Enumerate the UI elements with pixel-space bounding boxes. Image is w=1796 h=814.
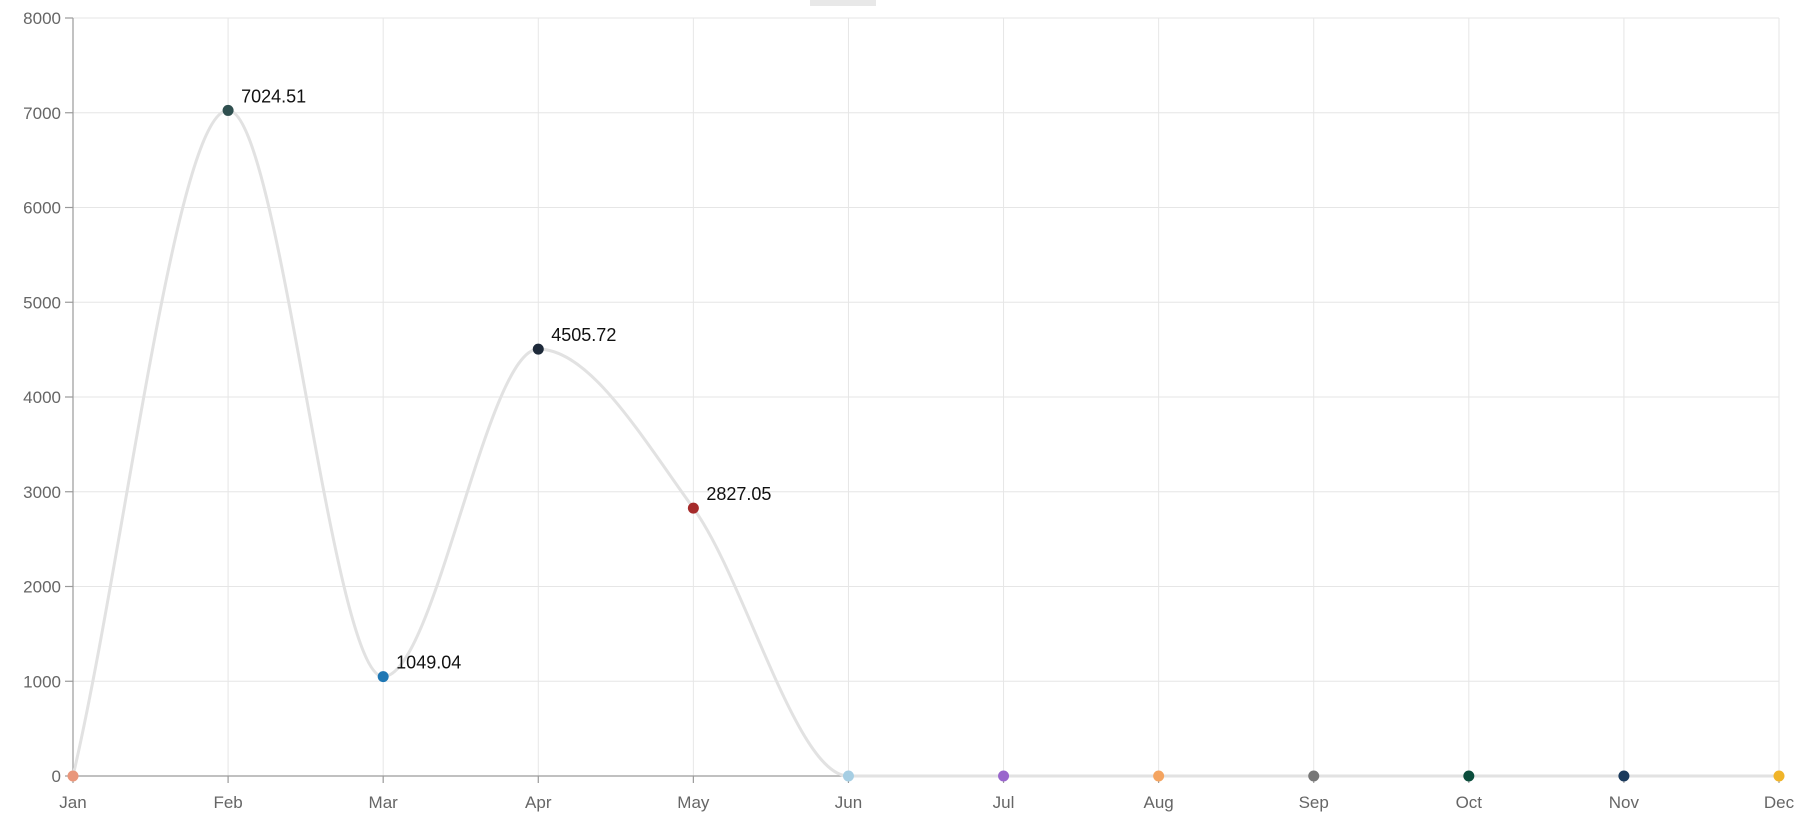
data-labels: 7024.51 1049.04 4505.72 2827.05 <box>241 86 771 672</box>
x-tick-label: Jun <box>835 793 862 812</box>
series-line <box>71 108 1779 778</box>
y-tick-label: 2000 <box>23 578 61 597</box>
y-tick-labels: 0 1000 2000 3000 4000 5000 6000 7000 8000 <box>23 9 61 786</box>
x-tick-label: Feb <box>213 793 242 812</box>
series-points <box>67 104 1785 782</box>
x-tick-labels: Jan Feb Mar Apr May Jun Jul Aug Sep Oct Nov Dec <box>59 793 1794 812</box>
data-point <box>67 770 79 782</box>
data-point <box>1153 770 1165 782</box>
x-tick-label: Oct <box>1456 793 1483 812</box>
x-tick-label: Apr <box>525 793 552 812</box>
x-tick-label: Mar <box>369 793 399 812</box>
data-point <box>998 770 1010 782</box>
data-label: 2827.05 <box>706 484 771 504</box>
data-point <box>222 104 234 116</box>
y-tick-label: 0 <box>52 767 61 786</box>
data-label: 4505.72 <box>551 325 616 345</box>
data-point <box>532 343 544 355</box>
x-tick-label: Dec <box>1764 793 1795 812</box>
data-label: 7024.51 <box>241 86 306 106</box>
x-tick-label: Jan <box>59 793 86 812</box>
y-tick-label: 5000 <box>23 293 61 312</box>
y-tick-label: 4000 <box>23 388 61 407</box>
y-tick-label: 8000 <box>23 9 61 28</box>
legend-swatch <box>810 0 876 6</box>
y-tick-label: 1000 <box>23 672 61 691</box>
data-point <box>377 671 389 683</box>
x-tick-label: Jul <box>993 793 1015 812</box>
x-tick-label: Sep <box>1299 793 1329 812</box>
data-point <box>1773 770 1785 782</box>
data-point <box>1618 770 1630 782</box>
grid <box>65 17 1780 783</box>
y-tick-label: 6000 <box>23 199 61 218</box>
data-point <box>1463 770 1475 782</box>
data-label: 1049.04 <box>396 653 461 673</box>
y-tick-label: 7000 <box>23 104 61 123</box>
x-tick-label: May <box>677 793 710 812</box>
x-tick-label: Aug <box>1144 793 1174 812</box>
x-tick-label: Nov <box>1609 793 1640 812</box>
data-point <box>687 502 699 514</box>
data-point <box>1308 770 1320 782</box>
y-tick-label: 3000 <box>23 483 61 502</box>
data-point <box>842 770 854 782</box>
